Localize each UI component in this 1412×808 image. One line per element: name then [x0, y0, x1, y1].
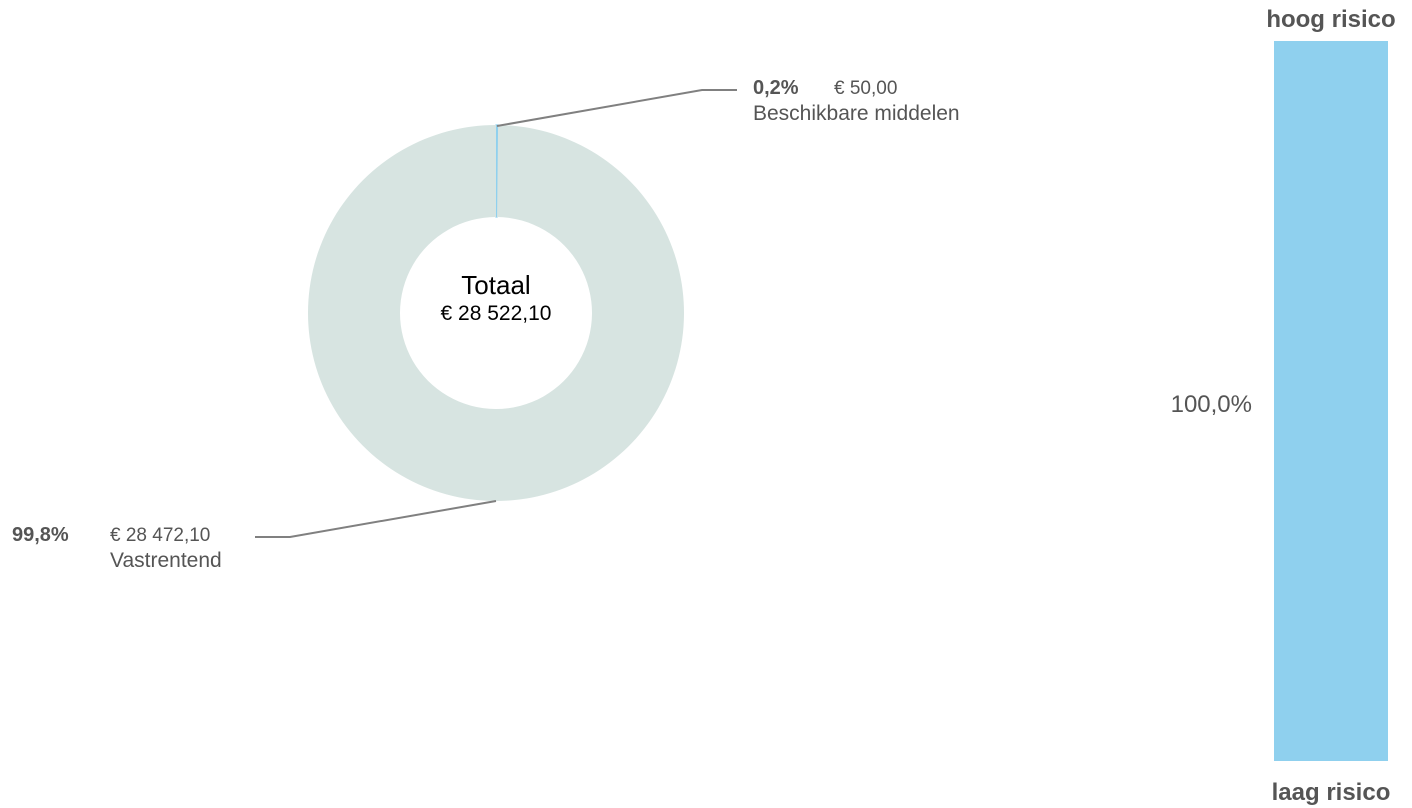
slice-amount-vastrentend: € 28 472,10 [110, 525, 210, 546]
slice-amount-beschikbare-middelen: € 50,00 [834, 78, 897, 99]
slice-name-vastrentend: Vastrentend [110, 549, 222, 572]
leader-line-vastrentend [255, 500, 497, 538]
risk-bottom-label: laag risico [1272, 779, 1391, 806]
donut-slice-beschikbare-middelen [495, 124, 499, 218]
risk-bar-segment-label: 100,0% [1171, 391, 1252, 418]
donut-center-value: € 28 522,10 [441, 302, 552, 325]
slice-percent-vastrentend: 99,8% [12, 524, 69, 546]
allocation-donut-chart [307, 124, 684, 502]
slice-name-beschikbare-middelen: Beschikbare middelen [753, 102, 960, 125]
leader-line-beschikbare-middelen [496, 89, 737, 127]
donut-center-title: Totaal [461, 270, 530, 300]
slice-percent-beschikbare-middelen: 0,2% [753, 77, 799, 99]
risk-bar-segment-0 [1274, 41, 1388, 761]
donut-slice-vastrentend [307, 125, 684, 502]
risk-top-label: hoog risico [1266, 6, 1395, 33]
risk-bar [1274, 41, 1388, 761]
